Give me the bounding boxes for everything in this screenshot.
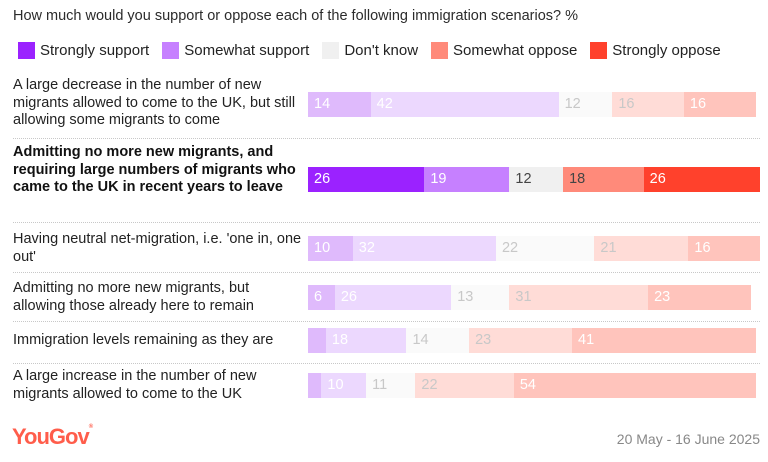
bar-value-label: 18 — [331, 332, 349, 348]
bar-segment-don-t-know — [495, 236, 595, 261]
bar-segment-strongly-oppose — [683, 92, 756, 117]
bar-segment-somewhat-support — [334, 285, 452, 310]
bar-value-label: 23 — [654, 289, 671, 305]
bar-value-label: 26 — [314, 171, 331, 187]
row-label: Having neutral net-migration, i.e. 'one … — [13, 231, 302, 265]
bar-value-label: 18 — [569, 171, 586, 187]
yougov-logo: YouGov® — [12, 424, 94, 450]
bar-segment-somewhat-oppose — [594, 236, 689, 261]
bar-segment-somewhat-oppose — [509, 285, 649, 310]
bar-value-label: 26 — [649, 171, 666, 187]
bar-segment-strongly-support — [308, 92, 371, 117]
bar-value-label: 32 — [358, 240, 375, 256]
bar-segment-strongly-oppose — [688, 236, 760, 261]
bar-value-label: 12 — [515, 171, 532, 187]
bar-value-label: 16 — [694, 240, 711, 256]
bar-segment-somewhat-support — [325, 328, 407, 353]
bar-value-label: 26 — [340, 289, 357, 305]
row-label: Admitting no more new migrants, but allo… — [13, 280, 254, 314]
bar-value-label: 54 — [519, 377, 536, 393]
bar-segment-strongly-oppose — [513, 373, 756, 398]
row-label: Immigration levels remaining as they are — [13, 332, 274, 348]
row-divider — [13, 272, 760, 273]
bar-segment-strongly-support — [308, 236, 353, 261]
row-label: A large decrease in the number of new mi… — [13, 77, 296, 128]
registered-mark-icon: ® — [88, 424, 94, 430]
bar-segment-somewhat-support — [352, 236, 496, 261]
bar-segment-strongly-oppose — [648, 285, 752, 310]
bar-value-label: 14 — [412, 332, 429, 348]
legend-swatch-strongly-support — [18, 42, 35, 59]
bar-segment-somewhat-oppose — [612, 92, 684, 117]
bar-segment-somewhat-support — [424, 167, 510, 192]
bar-value-label: 11 — [372, 377, 388, 393]
legend-item-strongly-oppose: Strongly oppose — [590, 42, 721, 59]
bar-segment-don-t-know — [366, 373, 416, 398]
legend-item-dont-know: Don't know — [322, 42, 418, 59]
legend-swatch-strongly-oppose — [590, 42, 608, 59]
legend-swatch-somewhat-oppose — [431, 42, 449, 59]
legend-label: Somewhat support — [184, 42, 310, 59]
chart-title: How much would you support or oppose eac… — [13, 8, 578, 24]
bar-value-label: 22 — [501, 240, 519, 256]
bar-value-label: 22 — [421, 377, 438, 393]
row-divider — [13, 222, 760, 223]
bar-segment-strongly-support — [308, 328, 326, 353]
bar-segment-don-t-know — [558, 92, 613, 117]
legend-item-strongly-support: Strongly support — [18, 42, 149, 59]
row-label: A large increase in the number of new mi… — [13, 368, 257, 402]
legend-swatch-dont-know — [322, 42, 340, 59]
legend-swatch-somewhat-support — [162, 42, 180, 59]
bar-segment-strongly-oppose — [643, 167, 760, 192]
bar-segment-don-t-know — [406, 328, 470, 353]
bar-segment-strongly-support — [308, 285, 335, 310]
row-label-highlighted: Admitting no more new migrants, and requ… — [13, 144, 296, 195]
bar-value-label: 12 — [564, 96, 581, 112]
bar-value-label: 14 — [314, 96, 331, 112]
row-divider — [13, 363, 760, 364]
bar-value-label: 21 — [600, 240, 617, 256]
legend-label: Somewhat oppose — [453, 42, 578, 59]
bar-value-label: 10 — [327, 377, 344, 393]
bar-segment-strongly-support — [308, 167, 425, 192]
bar-value-label: 42 — [376, 96, 393, 112]
legend-label: Don't know — [344, 42, 419, 59]
brand-text: YouGov — [12, 424, 90, 449]
legend-label: Strongly support — [40, 42, 150, 59]
bar-segment-somewhat-oppose — [415, 373, 514, 398]
date-range: 20 May - 16 June 2025 — [616, 431, 760, 447]
bar-value-label: 6 — [314, 289, 323, 305]
bar-value-label: 19 — [430, 171, 447, 187]
legend-item-somewhat-oppose: Somewhat oppose — [431, 42, 577, 59]
legend: Strongly support Somewhat support Don't … — [18, 42, 734, 59]
legend-item-somewhat-support: Somewhat support — [162, 42, 309, 59]
bar-value-label: 23 — [475, 332, 492, 348]
bar-segment-somewhat-oppose — [563, 167, 644, 192]
bar-segment-don-t-know — [509, 167, 564, 192]
bar-segment-strongly-support — [308, 373, 322, 398]
bar-value-label: 10 — [314, 240, 331, 256]
bar-segment-somewhat-oppose — [469, 328, 573, 353]
bar-segment-strongly-oppose — [572, 328, 756, 353]
row-divider — [13, 138, 760, 139]
row-divider — [13, 321, 760, 322]
bar-value-label: 13 — [457, 289, 474, 305]
bar-segment-somewhat-support — [370, 92, 559, 117]
bar-segment-somewhat-support — [321, 373, 367, 398]
bar-value-label: 16 — [618, 96, 635, 112]
bar-segment-don-t-know — [451, 285, 510, 310]
bar-value-label: 16 — [689, 96, 707, 112]
bar-value-label: 31 — [515, 289, 532, 305]
bar-value-label: 41 — [578, 332, 595, 348]
legend-label: Strongly oppose — [612, 42, 721, 59]
